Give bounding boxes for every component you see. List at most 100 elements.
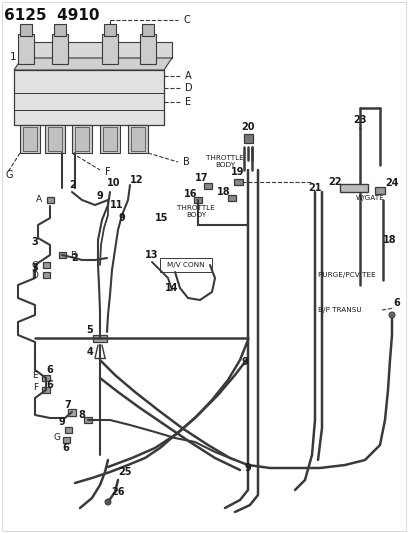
Text: G: G — [5, 170, 13, 180]
Text: D: D — [185, 83, 193, 93]
Text: 19: 19 — [231, 167, 245, 177]
Bar — [233, 179, 242, 185]
Bar — [23, 127, 37, 151]
Text: 13: 13 — [145, 250, 159, 260]
Bar — [204, 183, 212, 189]
Bar — [52, 34, 68, 64]
Polygon shape — [22, 42, 172, 58]
Text: 10: 10 — [107, 178, 121, 188]
Text: 23: 23 — [353, 115, 367, 125]
Text: 9: 9 — [242, 357, 248, 367]
Text: 15: 15 — [155, 213, 169, 223]
Bar — [18, 34, 34, 64]
Bar — [244, 133, 253, 142]
Bar — [375, 187, 385, 193]
Text: 6125  4910: 6125 4910 — [4, 9, 100, 23]
Text: C: C — [183, 15, 190, 25]
Bar — [75, 127, 89, 151]
Bar — [47, 197, 53, 203]
Text: M/V CONN: M/V CONN — [167, 262, 205, 268]
Bar — [42, 272, 49, 278]
Text: 9: 9 — [245, 463, 251, 473]
Text: B: B — [183, 157, 190, 167]
Text: B/P TRANSU: B/P TRANSU — [318, 307, 362, 313]
Text: 11: 11 — [110, 200, 124, 210]
Bar — [194, 197, 202, 203]
Text: E: E — [185, 97, 191, 107]
Text: THROTTLE: THROTTLE — [177, 205, 215, 211]
Text: E: E — [32, 370, 38, 379]
Bar — [102, 34, 118, 64]
Polygon shape — [14, 58, 172, 70]
Bar — [160, 258, 212, 272]
Text: 17: 17 — [195, 173, 209, 183]
Bar — [228, 195, 236, 201]
Circle shape — [105, 499, 111, 505]
Bar — [62, 437, 69, 443]
Text: W/GATE: W/GATE — [356, 195, 384, 201]
Text: 6: 6 — [47, 380, 53, 390]
Text: 9: 9 — [97, 191, 103, 201]
Bar — [64, 427, 71, 433]
Text: THROTTLE: THROTTLE — [206, 155, 244, 161]
Bar — [48, 127, 62, 151]
Text: 7: 7 — [64, 400, 71, 410]
Text: BODY: BODY — [186, 212, 206, 218]
Bar — [20, 24, 32, 36]
Bar — [140, 34, 156, 64]
Text: 25: 25 — [118, 467, 132, 477]
Text: 6: 6 — [62, 443, 69, 453]
Bar — [42, 262, 49, 268]
Text: 4: 4 — [86, 347, 93, 357]
Text: A: A — [185, 71, 192, 81]
Text: 9: 9 — [119, 213, 125, 223]
Bar — [72, 125, 92, 153]
Text: 9: 9 — [59, 417, 65, 427]
Text: A: A — [36, 196, 42, 205]
Text: B: B — [70, 251, 76, 260]
Text: 20: 20 — [241, 122, 255, 132]
Text: 12: 12 — [130, 175, 144, 185]
Bar — [131, 127, 145, 151]
Text: 24: 24 — [385, 178, 399, 188]
Text: 21: 21 — [308, 183, 322, 193]
Text: F: F — [33, 384, 38, 392]
Bar — [142, 24, 154, 36]
Text: 14: 14 — [165, 283, 179, 293]
Text: 18: 18 — [383, 235, 397, 245]
Bar — [42, 387, 50, 393]
Bar — [340, 184, 368, 192]
Bar — [128, 125, 148, 153]
Bar — [84, 417, 92, 423]
Text: 1: 1 — [10, 52, 17, 62]
Bar — [100, 125, 120, 153]
Bar — [103, 127, 117, 151]
Text: PURGE/PCV TEE: PURGE/PCV TEE — [318, 272, 376, 278]
Text: BODY: BODY — [215, 162, 235, 168]
Bar — [54, 24, 66, 36]
Text: C: C — [32, 261, 38, 270]
Bar — [58, 252, 66, 258]
Text: 26: 26 — [111, 487, 125, 497]
Text: 16: 16 — [184, 189, 198, 199]
Text: 6: 6 — [47, 365, 53, 375]
Bar — [14, 70, 164, 125]
Bar — [45, 125, 65, 153]
Text: 8: 8 — [79, 410, 85, 420]
Text: 3: 3 — [32, 263, 38, 273]
Text: 3: 3 — [32, 237, 38, 247]
Text: 2: 2 — [72, 253, 78, 263]
Bar — [68, 408, 76, 416]
Text: F: F — [105, 167, 111, 177]
Bar — [42, 375, 50, 381]
Text: 22: 22 — [328, 177, 342, 187]
Text: 18: 18 — [217, 187, 231, 197]
Text: 6: 6 — [394, 298, 400, 308]
Circle shape — [389, 312, 395, 318]
Text: 5: 5 — [86, 325, 93, 335]
Text: D: D — [31, 271, 38, 279]
Bar — [20, 125, 40, 153]
Bar — [93, 335, 107, 342]
Bar — [104, 24, 116, 36]
Text: 2: 2 — [70, 180, 76, 190]
